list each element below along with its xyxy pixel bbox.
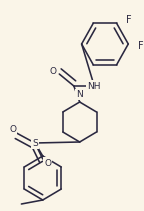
Text: O: O — [44, 158, 51, 168]
Text: N: N — [76, 90, 83, 99]
Text: O: O — [49, 68, 56, 77]
Text: F: F — [138, 41, 144, 51]
Text: S: S — [32, 138, 38, 147]
Text: O: O — [9, 124, 16, 134]
Text: F: F — [126, 15, 132, 25]
Text: NH: NH — [88, 81, 101, 91]
